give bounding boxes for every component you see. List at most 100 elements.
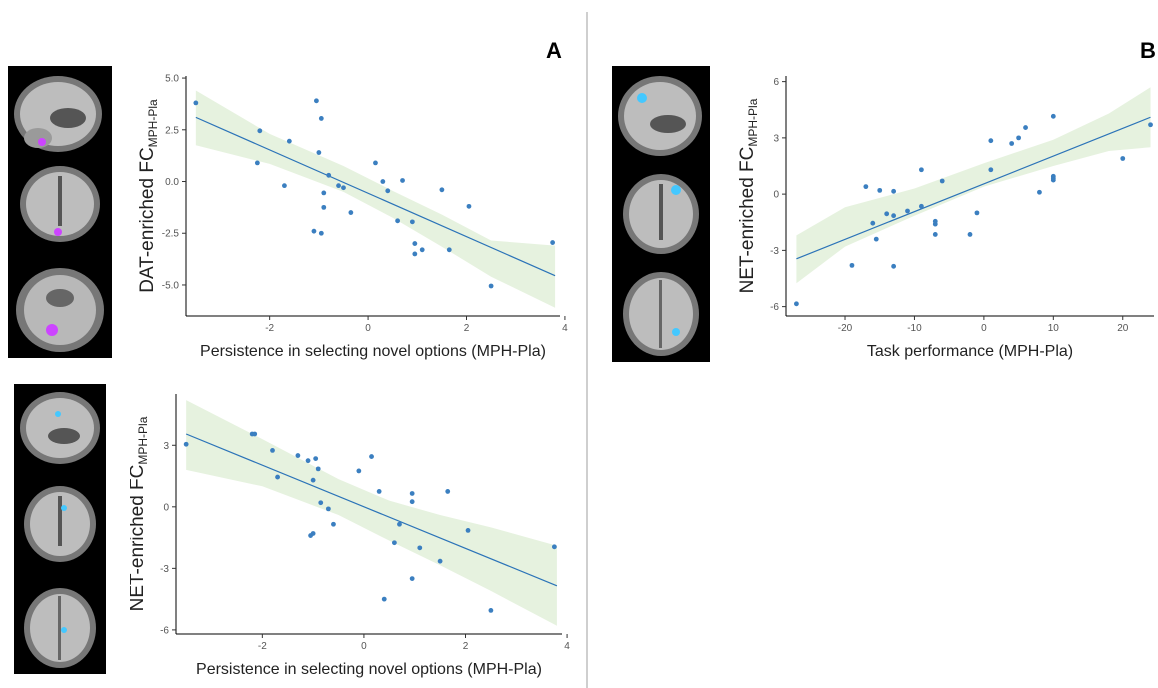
data-point bbox=[1050, 177, 1056, 183]
dat-highlight bbox=[38, 138, 46, 146]
data-point bbox=[409, 576, 415, 582]
y-tick-label: -3 bbox=[770, 246, 779, 257]
data-point bbox=[385, 188, 391, 194]
regression-line bbox=[195, 116, 556, 277]
data-point bbox=[341, 185, 346, 191]
y-tick-label: 6 bbox=[773, 77, 779, 88]
data-point bbox=[870, 220, 876, 226]
data-point bbox=[310, 477, 316, 483]
data-point bbox=[331, 521, 336, 527]
x-axis-label: Persistence in selecting novel options (… bbox=[196, 661, 542, 678]
data-point bbox=[488, 283, 494, 289]
coronal-slice bbox=[20, 166, 100, 242]
data-point bbox=[877, 187, 883, 193]
data-point bbox=[286, 138, 292, 144]
data-point bbox=[314, 98, 319, 104]
data-point bbox=[313, 456, 319, 462]
x-tick-label: 20 bbox=[1117, 323, 1129, 334]
y-axis-label: DAT-enriched FCMPH-Pla bbox=[137, 99, 160, 293]
data-point bbox=[974, 210, 980, 216]
brain-images-net-b bbox=[612, 66, 710, 362]
data-point bbox=[409, 491, 415, 496]
data-point bbox=[419, 247, 425, 253]
data-point bbox=[794, 301, 799, 307]
data-point bbox=[884, 211, 890, 217]
x-tick-label: -10 bbox=[907, 323, 922, 334]
regression-line bbox=[796, 116, 1151, 260]
data-point bbox=[356, 468, 362, 474]
x-axis-label: Persistence in selecting novel options (… bbox=[200, 343, 546, 360]
x-tick-label: 4 bbox=[564, 641, 570, 652]
y-tick-label: 5.0 bbox=[165, 74, 179, 85]
data-point bbox=[891, 263, 897, 269]
data-point bbox=[466, 203, 472, 209]
y-axis-label-main: DAT-enriched FC bbox=[137, 147, 158, 292]
data-point bbox=[873, 236, 879, 242]
axial-slice bbox=[24, 588, 96, 668]
data-point bbox=[905, 208, 910, 214]
data-point bbox=[376, 489, 382, 494]
axial-slice bbox=[16, 268, 104, 352]
data-point bbox=[439, 187, 445, 193]
data-point bbox=[305, 458, 311, 464]
data-point bbox=[252, 431, 258, 437]
net-highlight bbox=[55, 411, 61, 417]
data-point bbox=[412, 251, 418, 257]
data-point bbox=[321, 190, 327, 196]
dat-highlight bbox=[54, 228, 62, 236]
chart-net-task-performance: -20 -10 0 10 20 6 3 0 -3 -6 Task performance (MPH-… bbox=[737, 76, 1154, 360]
data-point bbox=[939, 178, 945, 184]
data-point bbox=[412, 241, 418, 246]
y-tick-label: -3 bbox=[160, 564, 169, 575]
x-tick-label: -2 bbox=[258, 641, 267, 652]
data-point bbox=[437, 558, 443, 564]
chart-dat-persistence: -2 0 2 4 5.0 2.5 0.0 -2.5 -5.0 Persistence in sel… bbox=[137, 74, 568, 360]
y-tick-label: 0 bbox=[163, 502, 169, 513]
data-point bbox=[445, 489, 451, 494]
regression-line bbox=[185, 433, 558, 587]
y-tick-label: 2.5 bbox=[165, 125, 179, 136]
x-tick-label: -2 bbox=[265, 323, 274, 334]
data-point bbox=[1009, 141, 1015, 146]
net-highlight bbox=[671, 185, 681, 195]
coronal-slice bbox=[623, 174, 699, 254]
data-point bbox=[488, 608, 494, 613]
brain-images-net-a bbox=[14, 384, 106, 674]
confidence-band bbox=[796, 87, 1151, 284]
confidence-band bbox=[186, 400, 557, 626]
data-point bbox=[321, 204, 327, 210]
data-point bbox=[380, 179, 386, 184]
data-point bbox=[409, 219, 415, 225]
brain-slices-net-a bbox=[20, 392, 100, 668]
y-axis-label-main: NET-enriched FC bbox=[130, 465, 148, 612]
dat-highlight bbox=[46, 324, 58, 336]
x-tick-label: 0 bbox=[981, 323, 987, 334]
net-highlight bbox=[672, 328, 680, 336]
y-axis-label-subscript: MPH-Pla bbox=[146, 99, 160, 147]
data-point bbox=[1023, 125, 1028, 130]
data-point bbox=[183, 441, 189, 447]
y-tick-label: 0.0 bbox=[165, 177, 179, 188]
sagittal-slice bbox=[20, 392, 100, 464]
data-point bbox=[397, 521, 402, 527]
x-tick-label: 10 bbox=[1048, 323, 1060, 334]
data-point bbox=[395, 218, 401, 224]
data-point bbox=[988, 167, 994, 173]
data-point bbox=[348, 210, 354, 215]
y-axis-label-subscript: MPH-Pla bbox=[746, 98, 760, 146]
data-point bbox=[849, 262, 855, 268]
data-point bbox=[988, 138, 994, 144]
data-point bbox=[311, 228, 317, 234]
data-point bbox=[1050, 113, 1056, 119]
data-point bbox=[918, 203, 924, 209]
data-point bbox=[891, 188, 897, 194]
net-highlight bbox=[61, 505, 67, 511]
data-point bbox=[270, 448, 275, 453]
data-point bbox=[381, 596, 387, 602]
y-tick-label: -2.5 bbox=[162, 229, 180, 240]
x-tick-label: -20 bbox=[838, 323, 853, 334]
net-highlight bbox=[637, 93, 647, 103]
axial-slice bbox=[623, 272, 699, 356]
data-point bbox=[275, 474, 280, 480]
